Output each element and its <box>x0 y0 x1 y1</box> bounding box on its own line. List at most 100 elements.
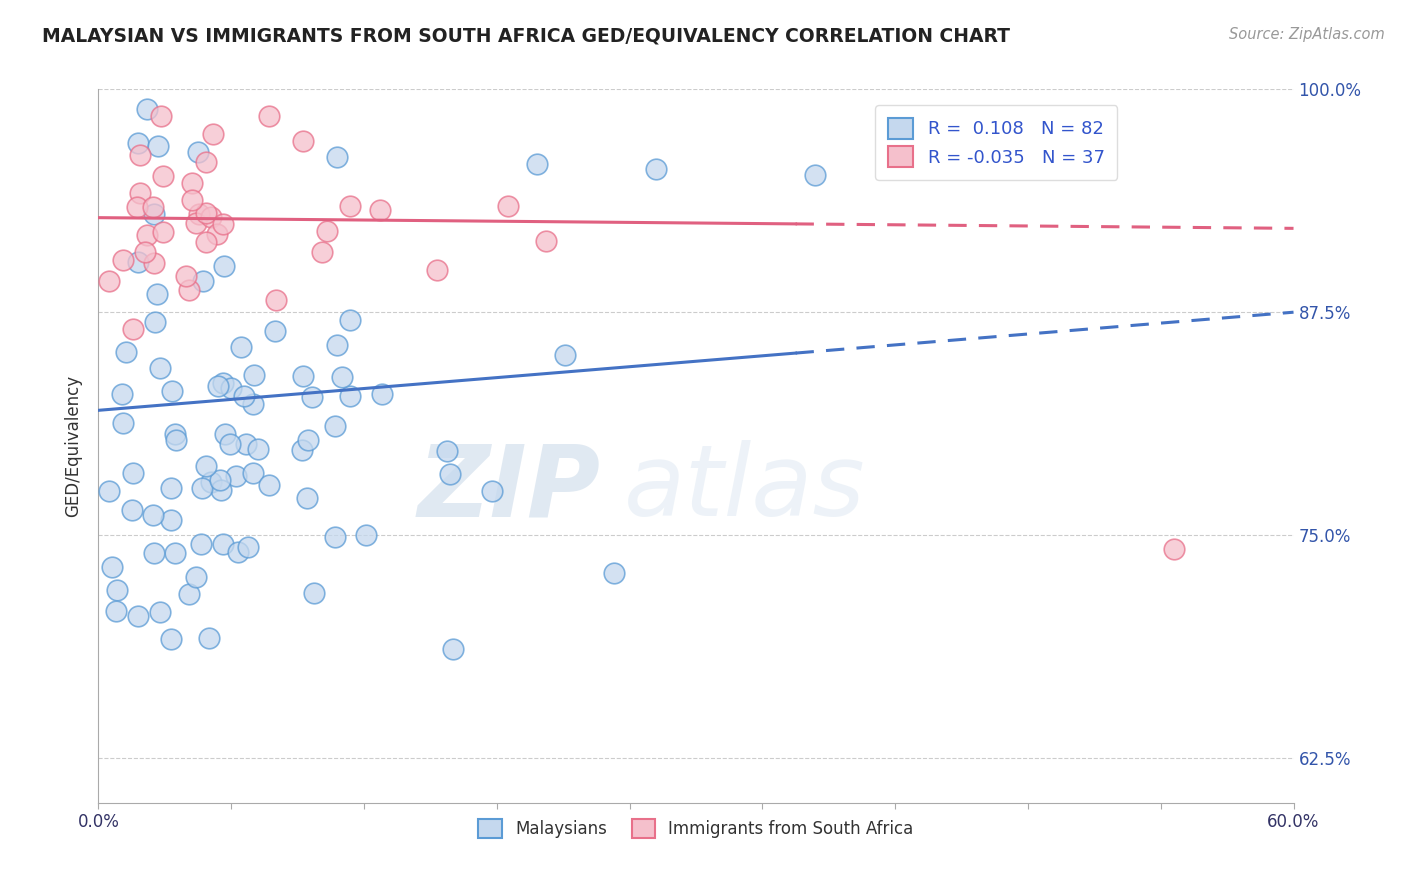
Point <box>190 537 212 551</box>
Point <box>311 244 333 259</box>
Point <box>219 381 242 395</box>
Point <box>184 570 207 584</box>
Point <box>207 379 229 393</box>
Point <box>200 211 222 225</box>
Point <box>187 145 209 159</box>
Point <box>226 545 249 559</box>
Point <box>197 631 219 645</box>
Point <box>152 169 174 184</box>
Point <box>212 537 235 551</box>
Point <box>291 442 314 457</box>
Point <box>145 315 167 329</box>
Point <box>115 345 138 359</box>
Point <box>135 227 157 242</box>
Point <box>603 566 626 580</box>
Point <box>127 608 149 623</box>
Point <box>135 102 157 116</box>
Point <box>302 586 325 600</box>
Point <box>368 202 391 217</box>
Point <box>163 546 186 560</box>
Text: MALAYSIAN VS IMMIGRANTS FROM SOUTH AFRICA GED/EQUIVALENCY CORRELATION CHART: MALAYSIAN VS IMMIGRANTS FROM SOUTH AFRIC… <box>42 27 1010 45</box>
Point <box>201 127 224 141</box>
Point <box>180 193 202 207</box>
Point <box>236 540 259 554</box>
Point <box>112 252 135 267</box>
Point <box>152 225 174 239</box>
Point <box>264 324 287 338</box>
Point <box>111 416 134 430</box>
Point <box>146 287 169 301</box>
Point <box>323 418 346 433</box>
Point <box>326 338 349 352</box>
Point <box>142 207 165 221</box>
Point <box>297 433 319 447</box>
Point <box>233 389 256 403</box>
Point <box>160 481 183 495</box>
Point <box>165 433 187 447</box>
Point <box>194 205 217 219</box>
Point <box>134 245 156 260</box>
Point <box>436 444 458 458</box>
Point <box>142 546 165 560</box>
Point <box>101 560 124 574</box>
Point <box>149 606 172 620</box>
Point <box>354 528 377 542</box>
Text: atlas: atlas <box>624 441 866 537</box>
Text: ZIP: ZIP <box>418 441 600 537</box>
Point <box>211 376 233 390</box>
Point <box>242 397 264 411</box>
Point <box>339 313 361 327</box>
Point <box>243 368 266 382</box>
Point <box>231 341 253 355</box>
Point <box>330 370 353 384</box>
Point <box>339 199 361 213</box>
Point <box>242 466 264 480</box>
Point <box>195 458 218 473</box>
Point <box>98 274 121 288</box>
Point <box>246 442 269 456</box>
Point <box>297 491 319 505</box>
Point <box>111 387 134 401</box>
Point <box>191 481 214 495</box>
Point <box>174 268 197 283</box>
Point <box>481 483 503 498</box>
Point <box>191 274 214 288</box>
Point <box>323 530 346 544</box>
Point <box>187 207 209 221</box>
Point <box>209 483 232 498</box>
Point <box>301 390 323 404</box>
Point <box>371 387 394 401</box>
Point <box>200 475 222 489</box>
Point <box>129 186 152 200</box>
Point <box>127 255 149 269</box>
Point <box>339 389 361 403</box>
Point <box>439 467 461 481</box>
Point <box>645 162 668 177</box>
Point <box>536 235 558 249</box>
Point <box>122 322 145 336</box>
Point <box>225 468 247 483</box>
Point <box>235 436 257 450</box>
Point <box>105 582 128 597</box>
Point <box>264 293 287 307</box>
Point <box>127 136 149 150</box>
Point <box>162 384 184 399</box>
Point <box>177 587 200 601</box>
Point <box>219 437 242 451</box>
Point <box>194 155 217 169</box>
Point <box>160 632 183 646</box>
Point <box>259 109 281 123</box>
Point <box>426 263 449 277</box>
Point <box>186 216 208 230</box>
Point <box>326 150 349 164</box>
Point <box>150 109 173 123</box>
Point <box>165 427 187 442</box>
Point <box>1163 542 1185 557</box>
Point <box>129 148 152 162</box>
Point <box>315 224 337 238</box>
Point <box>179 283 201 297</box>
Point <box>121 466 143 480</box>
Point <box>554 348 576 362</box>
Point <box>159 513 181 527</box>
Point <box>149 360 172 375</box>
